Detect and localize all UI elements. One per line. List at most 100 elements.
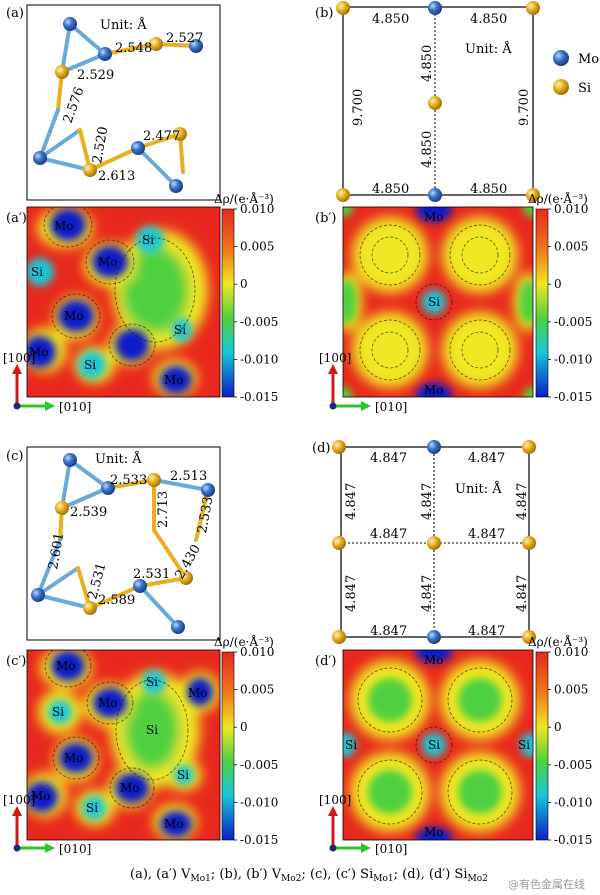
axis-100-label: [100]: [319, 793, 351, 807]
axis-100-label: [100]: [3, 351, 35, 365]
colorbar-title: Δρ/(e·Å⁻³): [214, 191, 274, 206]
panel-c-unit: Unit: Å: [95, 451, 142, 467]
colorbar-tick-label: -0.010: [240, 795, 278, 809]
lattice-length: 4.850: [470, 182, 507, 197]
panel-c-bonds: [36, 458, 210, 629]
panel-c: (c) Unit: Å: [6, 446, 221, 641]
atom-label: Mo: [98, 696, 118, 710]
atom-label: Mo: [64, 751, 84, 765]
mo-atom: [427, 440, 441, 454]
si-atom: [55, 501, 69, 515]
atom-label: Mo: [424, 210, 444, 224]
panel-c-label: (c): [6, 449, 23, 464]
si-legend-icon: [553, 79, 569, 95]
axis-100-label: [100]: [3, 793, 35, 807]
axis-100-arrowhead: [328, 806, 338, 816]
panel-d: (d) 4.847 4.847 4.847 4.847 4.847 4.847 …: [312, 440, 536, 644]
bond-length: 2.520: [90, 125, 111, 164]
watermark: @有色金属在线: [508, 877, 585, 891]
axis-origin-dot: [329, 402, 337, 410]
colorbar-tick-label: 0.010: [554, 202, 588, 216]
colorbar-tick-label: -0.015: [554, 833, 592, 847]
mo-atom: [63, 453, 77, 467]
panel-b-label: (b): [315, 6, 333, 21]
panel-a-atoms: [33, 17, 203, 193]
colorbars: Δρ/(e·Å⁻³)0.0100.0050-0.005-0.010-0.015Δ…: [214, 191, 592, 847]
atom-legend: Mo Si: [553, 50, 599, 96]
si-atom: [55, 65, 69, 79]
si-atom: [332, 440, 346, 454]
axis-100-label: [100]: [319, 351, 351, 365]
si-atom: [179, 571, 193, 585]
atom-label: Si: [31, 265, 43, 279]
colorbar-tick-label: 0: [554, 720, 562, 734]
axis-origin-dot: [13, 844, 21, 852]
colorbar-tick-label: -0.005: [240, 758, 278, 772]
si-atom: [336, 1, 350, 15]
colorbar-title: Δρ/(e·Å⁻³): [528, 634, 588, 649]
si-atom: [526, 1, 540, 15]
colorbar: [221, 208, 235, 398]
atom-label: Mo: [424, 653, 444, 667]
lattice-length: 4.847: [420, 483, 435, 520]
lattice-length: 4.847: [468, 527, 505, 542]
axis-010-arrowhead: [45, 401, 55, 411]
si-atom: [83, 601, 97, 615]
si-atom: [522, 536, 536, 550]
si-atom: [332, 630, 346, 644]
panel-a-prime: (a′): [6, 206, 221, 398]
si-atom: [336, 188, 350, 202]
axis-010-label: [010]: [375, 842, 407, 856]
mo-legend-label: Mo: [578, 52, 599, 67]
si-atom: [332, 536, 346, 550]
map-frame: [342, 649, 534, 841]
map-frame: [342, 206, 534, 398]
panel-b: (b) 4.850 4.850 4.850 4.850 4.850 4.850 …: [315, 1, 540, 202]
mo-atom: [131, 141, 145, 155]
atom-label: Si: [86, 801, 98, 815]
panel-a-frame: [26, 4, 221, 201]
colorbar-tick-label: -0.010: [554, 352, 592, 366]
colorbar-tick-label: 0.010: [554, 645, 588, 659]
axis-010-label: [010]: [59, 842, 91, 856]
panel-c-atoms: [31, 453, 215, 634]
si-atom: [173, 127, 187, 141]
lattice-length: 4.847: [515, 575, 530, 612]
mo-atom: [201, 483, 215, 497]
colorbar: [535, 651, 549, 841]
colorbar-tick-label: -0.010: [240, 352, 278, 366]
map-frame: [26, 206, 221, 398]
bond-length: 2.527: [166, 31, 203, 46]
axis-010-label: [010]: [375, 400, 407, 414]
bond-length: 2.533: [195, 495, 216, 534]
panel-a-prime-label: (a′): [6, 211, 27, 226]
lattice-length: 4.847: [515, 483, 530, 520]
panel-a-label: (a): [6, 6, 24, 21]
panel-d-prime-label: (d′): [315, 654, 336, 669]
bond-length: 2.477: [143, 129, 180, 144]
panel-b-prime: (b′): [315, 206, 534, 398]
atom-label: Mo: [56, 659, 76, 673]
lattice-length: 4.850: [420, 131, 435, 168]
axis-010-arrowhead: [361, 843, 371, 853]
atom-label: Mo: [98, 255, 118, 269]
mo-atom: [33, 151, 47, 165]
colorbar-tick-label: -0.005: [554, 315, 592, 329]
axis-indicators: [100] [010] [100] [010] [100] [010] [100] [010]: [3, 351, 407, 856]
colorbar-tick-label: -0.005: [240, 315, 278, 329]
atom-label: Mo: [424, 383, 444, 397]
atom-label: Mo: [188, 686, 208, 700]
colorbar-tick-label: 0.005: [240, 240, 274, 254]
lattice-length: 4.850: [420, 45, 435, 82]
si-atom: [522, 630, 536, 644]
colorbar-tick-label: 0: [240, 277, 248, 291]
axis-010-arrowhead: [361, 401, 371, 411]
colorbar-tick-label: 0.010: [240, 202, 274, 216]
mo-atom: [98, 47, 112, 61]
lattice-length: 4.850: [372, 12, 409, 27]
panel-a-unit: Unit: Å: [100, 17, 147, 33]
atom-label: Mo: [64, 309, 84, 323]
colorbar-tick-label: 0: [554, 277, 562, 291]
bond-length: 2.539: [70, 505, 107, 520]
